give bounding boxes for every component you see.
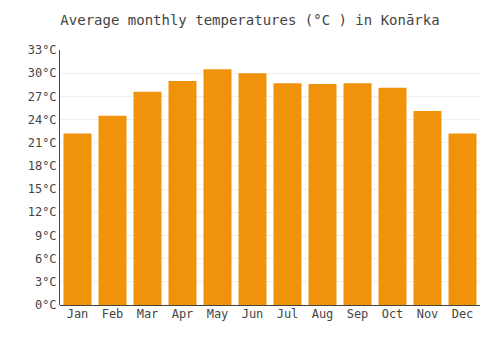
svg-text:9°C: 9°C xyxy=(35,229,57,243)
svg-text:24°C: 24°C xyxy=(28,113,57,127)
svg-text:27°C: 27°C xyxy=(28,90,57,104)
svg-text:6°C: 6°C xyxy=(35,252,57,266)
svg-text:Apr: Apr xyxy=(172,307,194,321)
svg-text:Aug: Aug xyxy=(312,307,334,321)
svg-text:15°C: 15°C xyxy=(28,182,57,196)
svg-text:Nov: Nov xyxy=(417,307,439,321)
svg-text:30°C: 30°C xyxy=(28,66,57,80)
svg-text:33°C: 33°C xyxy=(28,43,57,57)
svg-text:Dec: Dec xyxy=(452,307,474,321)
svg-text:Jun: Jun xyxy=(242,307,264,321)
svg-text:Sep: Sep xyxy=(347,307,369,321)
svg-text:18°C: 18°C xyxy=(28,159,57,173)
svg-text:Jan: Jan xyxy=(67,307,89,321)
svg-text:Oct: Oct xyxy=(382,307,404,321)
svg-text:Mar: Mar xyxy=(137,307,159,321)
svg-text:0°C: 0°C xyxy=(35,298,57,312)
svg-text:Feb: Feb xyxy=(102,307,124,321)
svg-text:May: May xyxy=(207,307,229,321)
svg-text:12°C: 12°C xyxy=(28,205,57,219)
svg-text:Jul: Jul xyxy=(277,307,299,321)
svg-text:Average monthly temperatures (: Average monthly temperatures (°C ) in Ko… xyxy=(60,12,439,28)
svg-text:3°C: 3°C xyxy=(35,275,57,289)
svg-text:21°C: 21°C xyxy=(28,136,57,150)
